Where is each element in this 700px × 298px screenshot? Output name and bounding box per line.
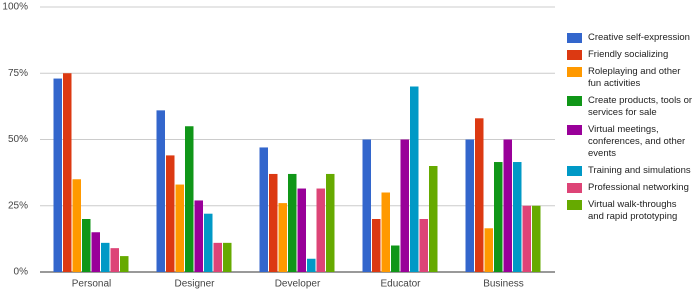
legend-swatch <box>567 33 582 43</box>
legend-label: Training and simulations <box>588 165 691 176</box>
legend-item: Training and simulations <box>567 165 695 177</box>
bar <box>72 179 81 272</box>
legend-item: Friendly socializing <box>567 49 695 61</box>
legend-swatch <box>567 183 582 193</box>
legend-label: Professional networking <box>588 182 689 193</box>
legend-swatch <box>567 200 582 210</box>
legend-item: Virtual meetings, conferences, and other… <box>567 124 695 160</box>
y-tick-label: 50% <box>8 134 28 145</box>
x-tick-label: Designer <box>174 279 215 290</box>
legend-swatch <box>567 166 582 176</box>
legend-swatch <box>567 125 582 135</box>
legend: Creative self-expression Friendly sociali… <box>567 32 695 223</box>
legend-label: Creative self-expression <box>588 32 690 43</box>
bar <box>101 242 110 272</box>
bar <box>503 139 512 272</box>
bar <box>381 192 390 272</box>
bar <box>82 219 91 272</box>
bar <box>484 228 493 272</box>
bar <box>513 162 522 272</box>
x-tick-label: Business <box>483 279 524 290</box>
bar <box>400 139 409 272</box>
y-tick-label: 75% <box>8 68 28 79</box>
legend-label: Virtual walk-throughs and rapid prototyp… <box>588 199 678 222</box>
bar <box>494 162 503 272</box>
bar <box>175 184 184 272</box>
bar <box>259 147 268 272</box>
legend-label: Create products, tools or services for s… <box>588 95 693 118</box>
x-tick-label: Personal <box>72 279 111 290</box>
legend-item: Create products, tools or services for s… <box>567 95 695 119</box>
bar <box>410 86 419 272</box>
bar <box>120 256 129 272</box>
bar <box>326 173 335 272</box>
legend-item: Creative self-expression <box>567 32 695 44</box>
x-tick-label: Educator <box>380 279 421 290</box>
y-tick-label: 0% <box>14 267 29 278</box>
bar <box>465 139 474 272</box>
bar <box>110 248 119 272</box>
bar <box>372 219 381 272</box>
bar <box>278 203 287 272</box>
bar <box>475 118 484 272</box>
bar <box>522 205 531 272</box>
y-tick-label: 100% <box>2 2 28 13</box>
bar <box>166 155 175 272</box>
bar <box>194 200 203 272</box>
legend-label: Roleplaying and other fun activities <box>588 66 681 89</box>
bar <box>391 245 400 272</box>
bar <box>429 166 438 272</box>
legend-swatch <box>567 50 582 60</box>
legend-label: Friendly socializing <box>588 49 669 60</box>
bar <box>307 258 316 272</box>
bar <box>269 173 278 272</box>
bar <box>53 78 62 272</box>
bar <box>63 73 72 272</box>
legend-swatch <box>567 67 582 77</box>
bar <box>185 126 194 272</box>
bar <box>419 219 428 272</box>
legend-item: Professional networking <box>567 182 695 194</box>
bar <box>362 139 371 272</box>
bar <box>213 242 222 272</box>
bar <box>91 232 100 272</box>
bar <box>156 110 165 272</box>
bar <box>532 205 541 272</box>
bar <box>297 188 306 272</box>
legend-label: Virtual meetings, conferences, and other… <box>588 124 686 159</box>
bar <box>288 173 297 272</box>
legend-item: Roleplaying and other fun activities <box>567 66 695 90</box>
legend-item: Virtual walk-throughs and rapid prototyp… <box>567 199 695 223</box>
y-tick-label: 25% <box>8 200 28 211</box>
legend-swatch <box>567 96 582 106</box>
bar <box>223 242 232 272</box>
bar <box>316 188 325 272</box>
x-tick-label: Developer <box>275 279 321 290</box>
bar <box>204 213 213 272</box>
